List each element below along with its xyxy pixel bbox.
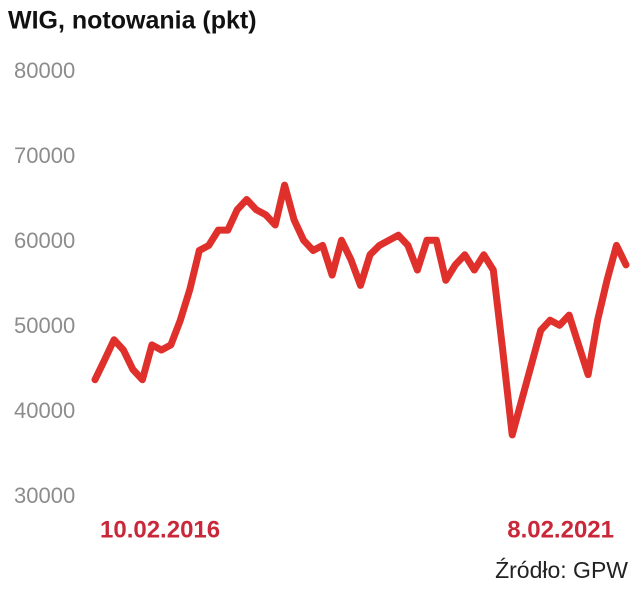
y-tick-label: 50000: [14, 313, 75, 338]
y-tick-label: 60000: [14, 228, 75, 253]
y-tick-label: 30000: [14, 483, 75, 508]
y-tick-label: 70000: [14, 143, 75, 168]
y-tick-label: 40000: [14, 398, 75, 423]
x-tick-label: 10.02.2016: [100, 516, 220, 543]
chart-title: WIG, notowania (pkt): [8, 7, 257, 35]
source: Źródło: GPW: [495, 557, 628, 583]
y-tick-label: 80000: [14, 58, 75, 83]
x-tick-label: 8.02.2021: [507, 516, 614, 543]
line: [91, 181, 630, 439]
